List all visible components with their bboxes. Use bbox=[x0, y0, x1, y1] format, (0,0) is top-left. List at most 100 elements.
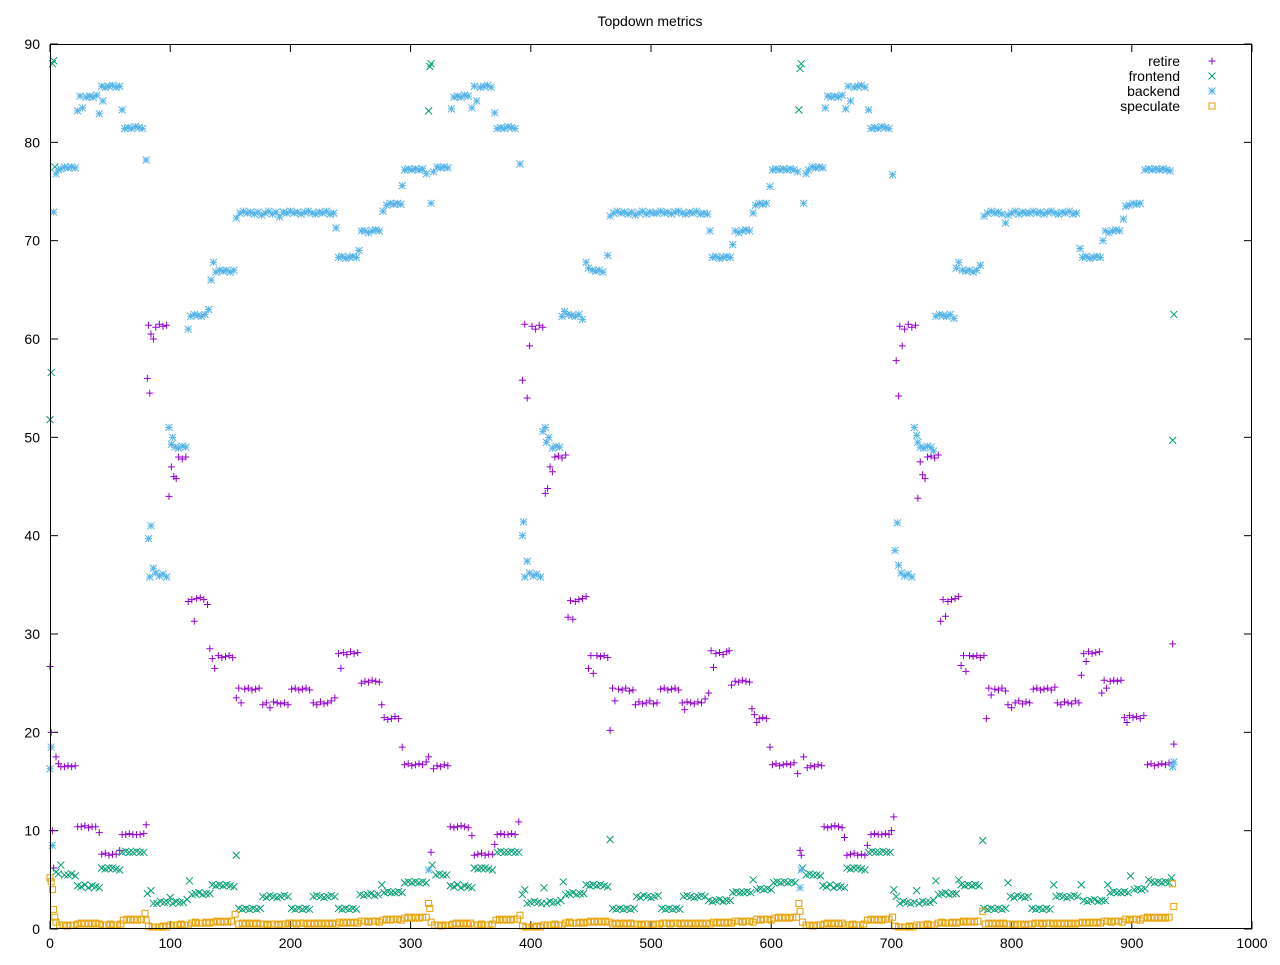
frontend-point bbox=[794, 106, 803, 114]
retire-point bbox=[470, 851, 478, 859]
backend-point bbox=[142, 156, 151, 164]
speculate-point bbox=[488, 920, 496, 928]
backend-point bbox=[476, 83, 485, 92]
retire-point bbox=[766, 743, 774, 751]
speculate-point bbox=[580, 919, 588, 927]
backend-point bbox=[932, 312, 940, 321]
backend-point bbox=[436, 164, 445, 172]
frontend-point bbox=[47, 368, 56, 377]
backend-point bbox=[726, 253, 735, 262]
frontend-point bbox=[1167, 874, 1176, 882]
backend-point bbox=[762, 199, 771, 208]
backend-point bbox=[1129, 199, 1137, 208]
retire-point bbox=[923, 453, 931, 461]
backend-point bbox=[286, 207, 295, 216]
speculate-point bbox=[934, 919, 942, 927]
speculate-point bbox=[1042, 919, 1050, 927]
retire-point bbox=[1092, 649, 1100, 657]
retire-point bbox=[707, 647, 715, 655]
retire-point bbox=[683, 698, 691, 706]
backend-point bbox=[257, 211, 266, 219]
frontend-point bbox=[442, 871, 451, 879]
retire-point bbox=[474, 850, 482, 858]
retire-point bbox=[803, 764, 811, 772]
retire-point bbox=[1018, 700, 1026, 708]
speculate-point bbox=[1089, 919, 1097, 927]
speculate-point bbox=[666, 920, 674, 928]
speculate-point bbox=[332, 920, 340, 928]
retire-point bbox=[818, 762, 826, 770]
speculate-point bbox=[459, 919, 467, 927]
retire-point bbox=[1026, 699, 1034, 707]
x-tick-label: 700 bbox=[880, 935, 904, 951]
backend-point bbox=[147, 521, 155, 530]
retire-point bbox=[1022, 698, 1030, 706]
backend-point bbox=[838, 91, 846, 99]
backend-point bbox=[1093, 252, 1101, 261]
speculate-point bbox=[742, 917, 750, 925]
backend-point bbox=[219, 267, 227, 276]
frontend-point bbox=[910, 898, 919, 907]
backend-point bbox=[64, 164, 72, 172]
retire-point bbox=[755, 715, 763, 723]
retire-point bbox=[622, 684, 630, 692]
retire-point bbox=[783, 760, 791, 768]
retire-point bbox=[298, 685, 306, 693]
backend-point bbox=[1162, 166, 1171, 174]
backend-point bbox=[544, 433, 553, 442]
backend-point bbox=[715, 254, 724, 263]
speculate-point bbox=[1039, 920, 1047, 928]
speculate-point bbox=[347, 919, 354, 927]
backend-point bbox=[653, 209, 661, 217]
speculate-point bbox=[838, 919, 846, 927]
retire-point bbox=[343, 651, 351, 659]
speculate-point bbox=[328, 919, 336, 927]
retire-point bbox=[753, 719, 761, 726]
backend-point bbox=[162, 573, 171, 581]
retire-point bbox=[681, 706, 689, 714]
backend-point bbox=[138, 124, 147, 133]
backend-point bbox=[329, 209, 338, 217]
retire-point bbox=[143, 374, 151, 382]
retire-point bbox=[167, 463, 175, 471]
retire-point bbox=[919, 471, 927, 479]
speculate-point bbox=[383, 915, 391, 923]
retire-point bbox=[898, 342, 906, 350]
retire-point bbox=[631, 701, 639, 709]
retire-point bbox=[372, 677, 380, 685]
retire-point bbox=[422, 758, 430, 766]
retire-point bbox=[324, 699, 332, 707]
backend-point bbox=[1018, 208, 1027, 217]
speculate-point bbox=[738, 918, 746, 926]
speculate-point bbox=[354, 919, 362, 927]
backend-point bbox=[815, 163, 824, 171]
backend-point bbox=[642, 210, 651, 218]
backend-point bbox=[541, 423, 550, 432]
retire-point bbox=[433, 762, 441, 770]
retire-point bbox=[649, 700, 657, 708]
retire-point bbox=[892, 357, 900, 365]
backend-point bbox=[1032, 209, 1041, 217]
backend-point bbox=[272, 208, 280, 217]
retire-point bbox=[731, 677, 739, 685]
frontend-point bbox=[163, 898, 172, 907]
frontend-point bbox=[630, 904, 639, 913]
retire-point bbox=[1080, 650, 1088, 658]
frontend-point bbox=[654, 891, 663, 900]
retire-point bbox=[810, 763, 818, 771]
speculate-point bbox=[191, 918, 199, 926]
backend-point bbox=[617, 209, 625, 217]
backend-point bbox=[212, 268, 220, 276]
speculate-point bbox=[885, 915, 893, 923]
backend-point bbox=[470, 82, 479, 91]
backend-point bbox=[923, 442, 932, 451]
backend-point bbox=[261, 209, 270, 217]
frontend-point bbox=[636, 893, 645, 902]
backend-point bbox=[1007, 209, 1016, 217]
speculate-point bbox=[1129, 915, 1137, 923]
speculate-point bbox=[375, 918, 383, 926]
backend-point bbox=[60, 163, 69, 171]
speculate-point bbox=[1017, 920, 1025, 928]
retire-point bbox=[361, 677, 369, 685]
retire-point bbox=[288, 685, 296, 693]
